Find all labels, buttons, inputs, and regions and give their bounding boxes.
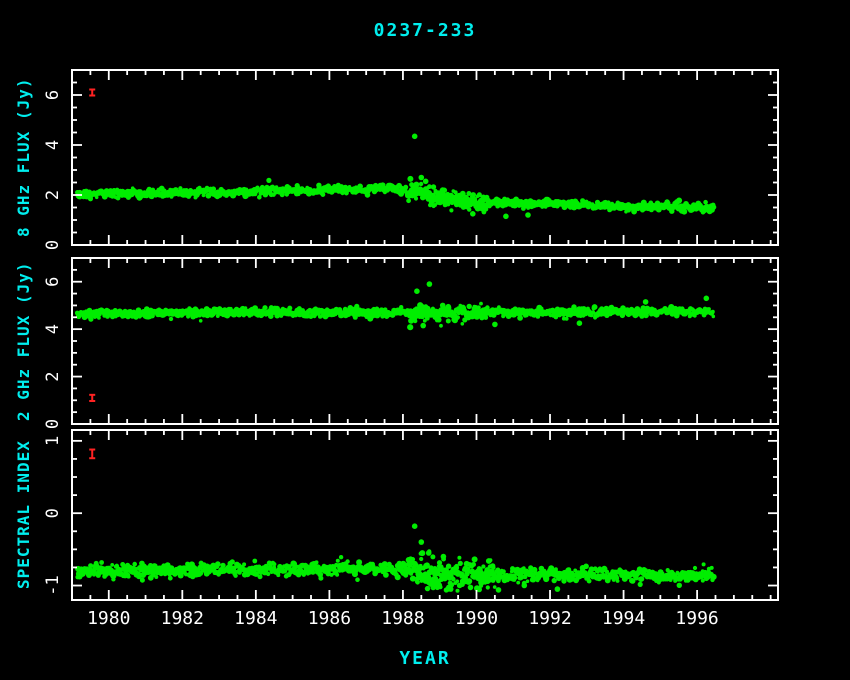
svg-text:1982: 1982	[161, 608, 204, 629]
panel-flux-2ghz-ticks	[71, 257, 778, 425]
svg-text:1984: 1984	[234, 608, 277, 629]
svg-text:1996: 1996	[675, 608, 718, 629]
svg-text:4: 4	[43, 140, 63, 150]
svg-text:1992: 1992	[528, 608, 571, 629]
panel-flux-8ghz-error-bar	[89, 88, 96, 97]
panel-flux-8ghz-ticks	[71, 69, 778, 246]
panel-flux-8ghz-frame	[71, 69, 779, 246]
svg-text:4: 4	[43, 324, 63, 334]
svg-text:1990: 1990	[455, 608, 498, 629]
panel-flux-2ghz-points	[74, 281, 716, 331]
panel-flux-2ghz-frame	[71, 257, 779, 425]
panel-spectral-index-error-bar	[89, 448, 96, 460]
svg-text:1986: 1986	[308, 608, 351, 629]
svg-text:1988: 1988	[381, 608, 424, 629]
svg-text:-1: -1	[43, 575, 63, 595]
svg-text:2: 2	[43, 190, 63, 200]
panel-spectral-index-y-tick-labels: -1 0 1	[43, 436, 63, 596]
svg-text:6: 6	[43, 90, 63, 100]
panel-flux-2ghz-y-tick-labels: 0 2 4 6	[43, 277, 63, 430]
svg-text:1: 1	[43, 436, 63, 446]
panel-flux-8ghz-points	[75, 133, 717, 220]
x-axis-label: YEAR	[399, 648, 451, 669]
svg-text:0: 0	[43, 508, 63, 518]
svg-text:2: 2	[43, 371, 63, 381]
panel-spectral-index-points	[75, 523, 717, 593]
svg-text:0: 0	[43, 419, 63, 429]
panel-spectral-index-frame	[71, 429, 779, 601]
x-tick-labels: 1980 1982 1984 1986 1988 1990 1992 1994 1996	[87, 608, 719, 629]
panel-flux-8ghz-y-tick-labels: 0 2 4 6	[43, 90, 63, 250]
panel-spectral-index-ticks	[71, 430, 778, 600]
svg-text:1994: 1994	[602, 608, 645, 629]
panel-flux-2ghz-error-bar	[89, 393, 96, 402]
svg-text:6: 6	[43, 277, 63, 287]
svg-text:1980: 1980	[87, 608, 130, 629]
svg-text:0: 0	[43, 240, 63, 250]
plot-title: 0237-233	[373, 20, 477, 41]
